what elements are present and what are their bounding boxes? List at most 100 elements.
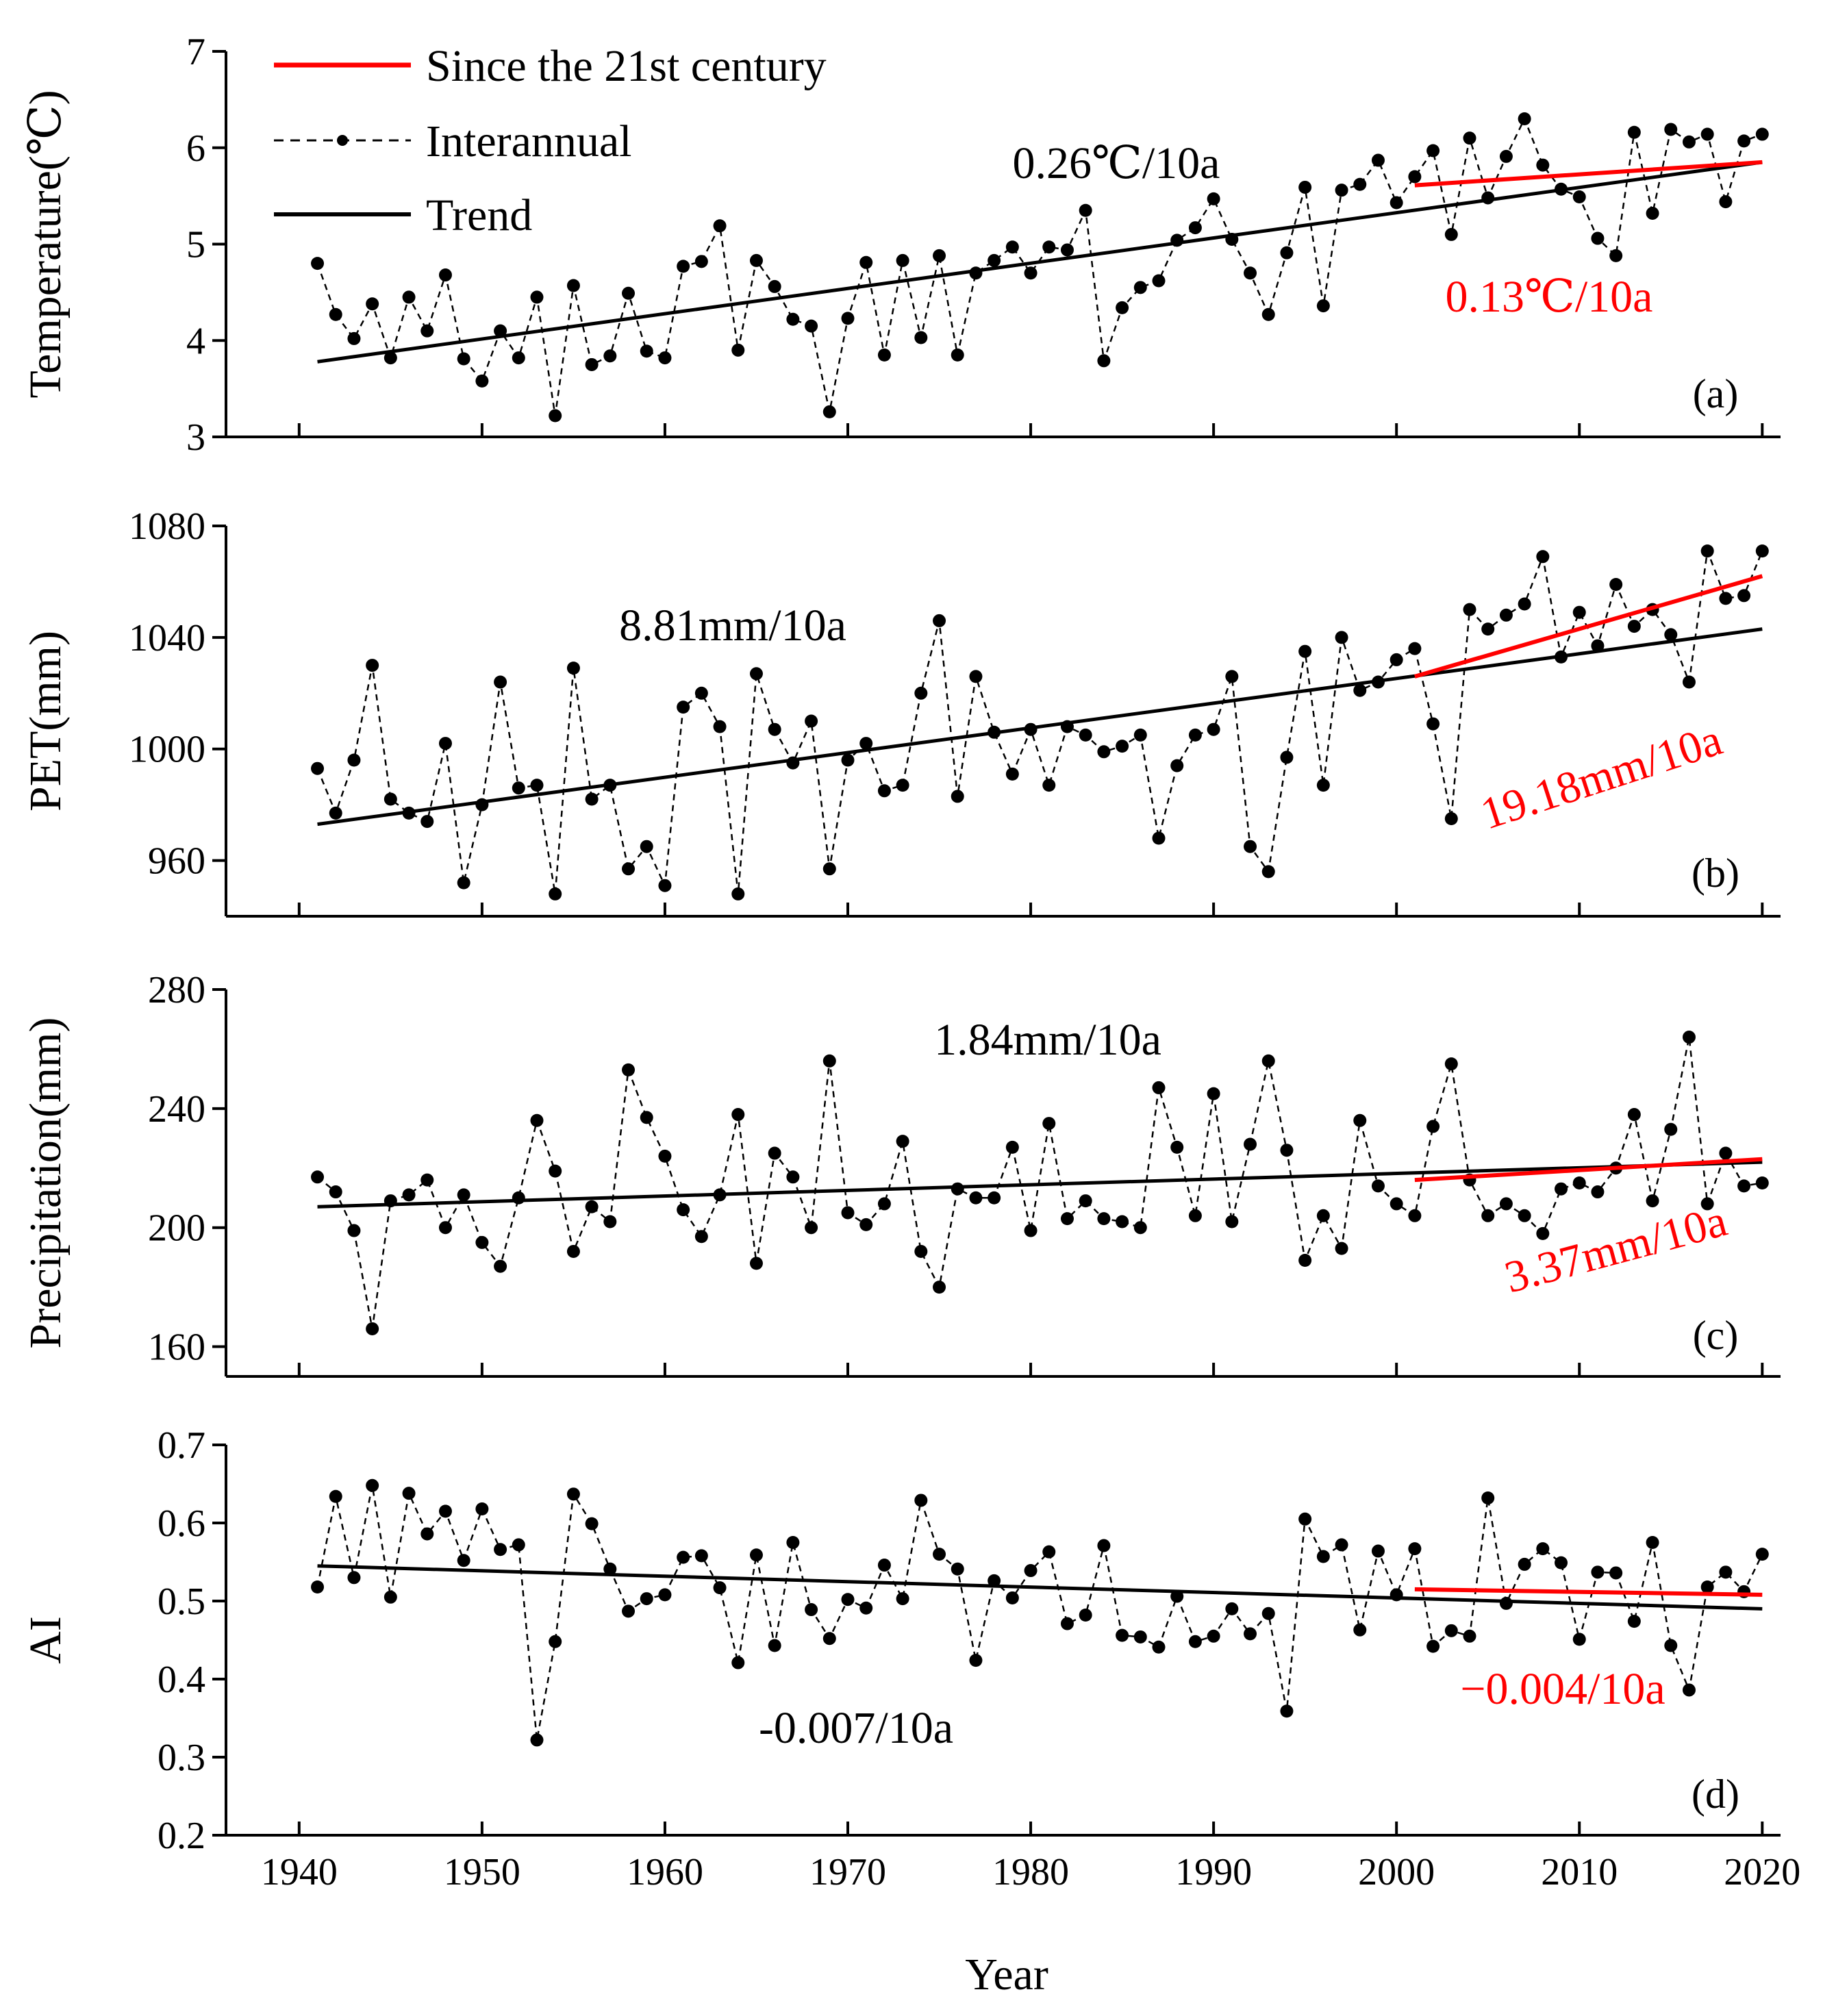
data-point: [622, 1604, 636, 1618]
data-point: [1244, 266, 1257, 280]
data-point: [805, 1603, 818, 1617]
data-point: [677, 701, 690, 714]
data-point: [1316, 299, 1330, 313]
y-tick-label: 1000: [129, 729, 205, 771]
panel-3: 160 200 240 280 Precipitation(mm) 1.84mm/10a 3…: [21, 969, 1781, 1378]
data-point: [1244, 1137, 1257, 1151]
data-point: [329, 1185, 342, 1199]
data-point: [914, 1494, 928, 1507]
data-point: [658, 1588, 672, 1602]
data-point: [1079, 1609, 1092, 1622]
data-point: [1499, 1197, 1513, 1211]
data-point: [475, 1502, 489, 1515]
data-point: [530, 1113, 544, 1127]
panel-2: 960 1000 1040 1080 PET(mm) 8.81mm/10a 19.18mm/…: [21, 505, 1781, 918]
y-tick-label: 1080: [129, 505, 205, 548]
data-point: [384, 351, 397, 365]
data-point: [1298, 644, 1312, 658]
data-point: [1700, 544, 1714, 558]
panel-tag: (b): [1692, 850, 1739, 896]
y-tick-label: 5: [186, 224, 205, 266]
data-point: [1170, 759, 1184, 772]
data-point: [658, 1149, 672, 1163]
x-tick-label: 1950: [444, 1851, 520, 1893]
data-point: [585, 357, 599, 371]
recent-trend-line: [1414, 1587, 1763, 1597]
data-point: [1390, 1197, 1403, 1211]
data-point: [1627, 620, 1641, 633]
data-point: [1444, 1624, 1458, 1637]
y-tick-label: 0.4: [158, 1659, 205, 1701]
y-axis-title: AI: [21, 1616, 71, 1664]
data-point: [1463, 603, 1476, 616]
data-point: [384, 792, 397, 806]
data-point: [1591, 231, 1605, 245]
interannual-series-line: [316, 1485, 1763, 1741]
data-point: [1572, 190, 1586, 204]
y-tick-label: 6: [186, 127, 205, 170]
data-point: [1261, 307, 1275, 321]
x-tick-label: 2000: [1358, 1851, 1435, 1893]
data-point: [1481, 1491, 1495, 1505]
data-point: [1244, 1627, 1257, 1641]
recent-trend-label: 3.37mm/10a: [1500, 1196, 1732, 1302]
data-point: [1444, 1057, 1458, 1071]
data-point: [475, 1235, 489, 1249]
data-point: [731, 1656, 745, 1670]
data-point: [311, 1170, 325, 1184]
data-point: [640, 1111, 653, 1124]
data-point: [1371, 1179, 1385, 1193]
data-point: [1261, 1606, 1275, 1620]
data-point: [1682, 1031, 1696, 1044]
panel-1: 3 4 5 6 7 Temperature(℃) 0.26℃/10a 0.13℃/10a (a): [21, 31, 1781, 459]
data-point: [768, 722, 781, 736]
trend-label: 1.84mm/10a: [934, 1015, 1161, 1065]
data-point: [566, 279, 580, 292]
data-point: [914, 686, 928, 700]
data-point: [1536, 1226, 1550, 1240]
data-point: [622, 862, 636, 876]
y-axis-title: Precipitation(mm): [21, 1018, 71, 1349]
data-point: [1408, 170, 1422, 184]
data-point: [1591, 1185, 1605, 1199]
data-point: [1116, 301, 1129, 314]
data-point: [1079, 1194, 1092, 1208]
data-point: [1280, 1704, 1294, 1718]
x-axis-title: Year: [965, 1950, 1048, 2000]
recent-trend-line: [1414, 160, 1763, 188]
data-point: [603, 1215, 617, 1228]
interannual-series-line: [316, 116, 1763, 416]
data-point: [1060, 1617, 1074, 1630]
data-point: [1371, 1544, 1385, 1558]
data-point: [1353, 1113, 1367, 1127]
data-point: [749, 667, 763, 681]
data-point: [347, 1224, 361, 1237]
data-point: [1390, 653, 1403, 666]
data-point: [713, 720, 727, 733]
data-point: [494, 1259, 507, 1273]
data-point: [1737, 589, 1751, 603]
data-point: [1060, 1212, 1074, 1226]
legend-label-trend: Trend: [426, 190, 532, 240]
data-point: [841, 312, 855, 325]
data-point: [1700, 127, 1714, 141]
data-point: [1353, 177, 1367, 191]
y-tick-label: 160: [148, 1326, 205, 1369]
y-tick-label: 200: [148, 1207, 205, 1250]
data-point: [841, 1593, 855, 1606]
data-point: [1627, 1108, 1641, 1122]
data-point: [1207, 192, 1220, 205]
data-point: [530, 1733, 544, 1747]
legend: Since the 21st century Interannual Trend: [274, 41, 827, 240]
data-point: [1646, 1536, 1659, 1549]
data-point: [933, 1281, 946, 1294]
trend-line: [317, 160, 1763, 364]
data-point: [694, 255, 708, 268]
panel-4: 0.2 0.3 0.4 0.5 0.6 0.7 1940 1950 1960 1970 1980 19…: [21, 1424, 1800, 1893]
data-point: [566, 1487, 580, 1501]
data-point: [1261, 1054, 1275, 1068]
data-point: [1261, 865, 1275, 879]
data-point: [1097, 745, 1111, 759]
data-point: [1207, 722, 1220, 736]
trend-label: -0.007/10a: [759, 1703, 953, 1753]
